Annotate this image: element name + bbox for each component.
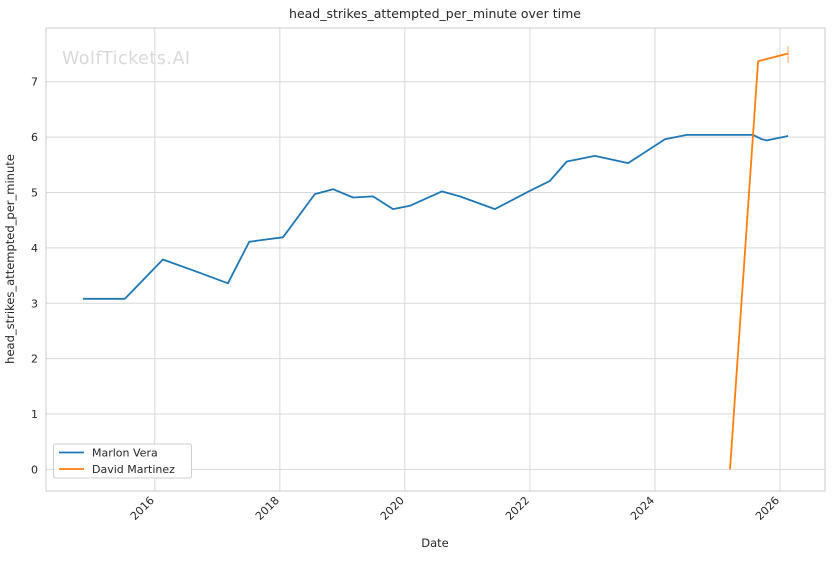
y-tick-label: 3	[31, 297, 38, 310]
x-axis-label: Date	[421, 536, 449, 550]
legend: Marlon Vera David Martinez	[53, 443, 192, 479]
series-line-david-martinez	[729, 52, 789, 470]
y-tick-label: 5	[31, 186, 38, 199]
legend-label: David Martinez	[92, 463, 175, 476]
plot-border	[45, 27, 826, 492]
legend-box	[53, 443, 192, 479]
y-tick-label: 6	[31, 131, 38, 144]
grid-layer	[46, 28, 825, 491]
y-tick-label: 1	[31, 408, 38, 421]
x-tick-label: 2018	[253, 494, 282, 523]
y-tick-label: 2	[31, 353, 38, 366]
watermark: WolfTickets.AI	[62, 49, 191, 69]
x-tick-label: 2022	[503, 494, 532, 523]
series-layer	[82, 46, 789, 470]
x-tick-label: 2026	[753, 494, 782, 523]
legend-label: Marlon Vera	[92, 447, 158, 460]
y-tick-labels: 0 1 2 3 4 5 6 7	[31, 76, 38, 477]
y-tick-label: 0	[31, 463, 38, 476]
series-line-marlon-vera	[82, 133, 789, 300]
y-tick-label: 7	[31, 76, 38, 89]
y-axis-label: head_strikes_attempted_per_minute	[3, 154, 17, 364]
chart-title: head_strikes_attempted_per_minute over t…	[289, 6, 581, 21]
x-tick-label: 2024	[628, 494, 657, 523]
y-tick-label: 4	[31, 242, 38, 255]
x-tick-labels: 2016 2018 2020 2022 2024 2026	[128, 494, 782, 523]
x-tick-label: 2020	[378, 494, 407, 523]
x-tick-label: 2016	[128, 494, 157, 523]
